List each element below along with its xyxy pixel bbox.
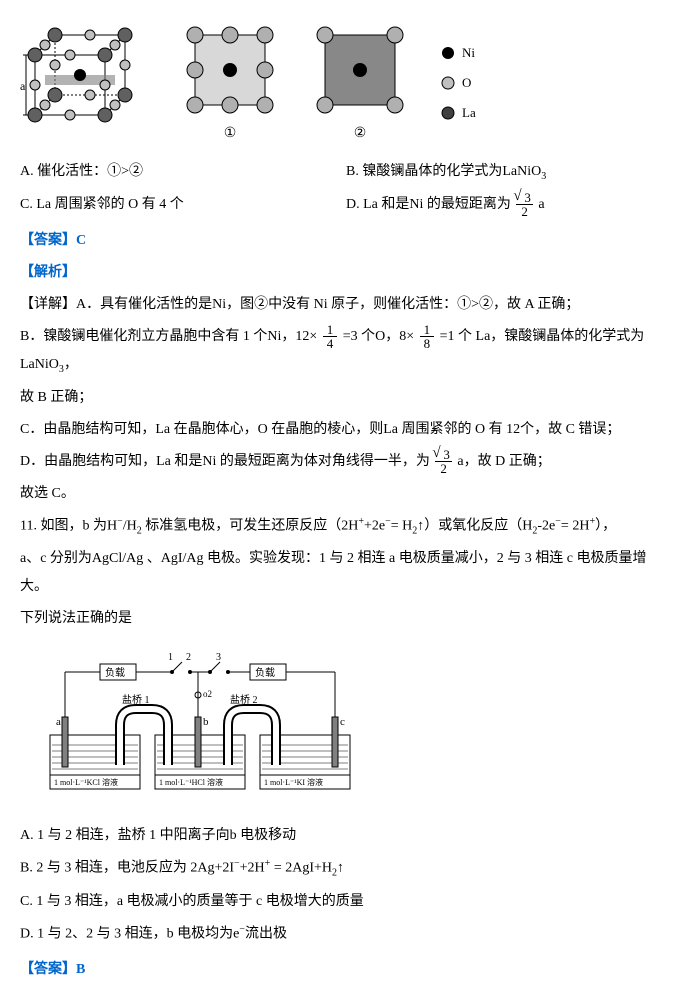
q11-line1: 11. 如图，b 为H−/H2 标准氢电极，可发生还原反应（2H++2e−= H… — [20, 512, 672, 541]
crystal-panel-2: ② — [310, 20, 410, 148]
detail-d: D．由晶胞结构可知，La 和是Ni 的最短距离为体对角线得一半，为 √32 a，… — [20, 448, 672, 476]
circuit-diagram: 1 mol·L⁻¹KCl 溶液 1 mol·L⁻¹HCl 溶液 1 mol·L⁻… — [40, 647, 360, 797]
analysis-label: 【解析】 — [20, 259, 672, 287]
option-d: D. La 和是Ni 的最短距离为 √32 a — [346, 191, 672, 219]
sol3-label: 1 mol·L⁻¹KI 溶液 — [264, 777, 323, 787]
detail-c: C．由晶胞结构可知，La 在晶胞体心，O 在晶胞的棱心，则La 周围紧邻的 O … — [20, 416, 672, 444]
legend-ni: Ni — [462, 40, 475, 66]
q11-answer-block: 【答案】B — [20, 956, 672, 984]
svg-text:负载: 负载 — [255, 666, 275, 679]
answer-block: 【答案】C — [20, 227, 672, 255]
svg-text:3: 3 — [216, 652, 221, 663]
crystal-3d-svg: a — [20, 20, 150, 140]
svg-text:o2: o2 — [203, 689, 212, 699]
svg-text:1: 1 — [168, 652, 173, 663]
q11-opt-d: D. 1 与 2、2 与 3 相连，b 电极均为e−流出极 — [20, 920, 672, 949]
crystal-3d: a — [20, 20, 150, 140]
options-row-2: C. La 周围紧邻的 O 有 4 个 D. La 和是Ni 的最短距离为 √3… — [20, 191, 672, 219]
detail-b-cont: 故 B 正确； — [20, 384, 672, 412]
svg-text:c: c — [340, 716, 345, 728]
crystal-panel-1-svg — [180, 20, 280, 120]
panel-2-label: ② — [354, 120, 367, 148]
q11-opt-b: B. 2 与 3 相连，电池反应为 2Ag+2I−+2H+ = 2AgI+H2↑ — [20, 854, 672, 883]
sol1-label: 1 mol·L⁻¹KCl 溶液 — [54, 777, 118, 787]
detail-final: 故选 C。 — [20, 480, 672, 508]
detail-b: B．镍酸镧电催化剂立方晶胞中含有 1 个Ni，12× 14 =3 个O，8× 1… — [20, 323, 672, 380]
options-row-1: A. 催化活性：①>② B. 镍酸镧晶体的化学式为LaNiO3 — [20, 158, 672, 187]
svg-text:b: b — [203, 716, 209, 728]
sol2-label: 1 mol·L⁻¹HCl 溶液 — [159, 777, 223, 787]
q11-line2: a、c 分别为AgCl/Ag 、AgI/Ag 电极。实验发现：1 与 2 相连 … — [20, 545, 672, 601]
svg-text:盐桥 1: 盐桥 1 — [122, 693, 150, 706]
q11-opt-a: A. 1 与 2 相连，盐桥 1 中阳离子向b 电极移动 — [20, 822, 672, 850]
svg-text:负载: 负载 — [105, 666, 125, 679]
crystal-diagrams: a — [20, 20, 672, 148]
crystal-panel-1: ① — [180, 20, 280, 148]
legend-o: O — [462, 70, 471, 96]
legend-la: La — [462, 100, 476, 126]
svg-text:a: a — [56, 716, 61, 728]
panel-1-label: ① — [224, 120, 237, 148]
crystal-legend: Ni O La — [440, 20, 476, 126]
q11-line3: 下列说法正确的是 — [20, 605, 672, 633]
option-a: A. 催化活性：①>② — [20, 158, 333, 187]
option-b: B. 镍酸镧晶体的化学式为LaNiO3 — [346, 158, 672, 187]
svg-text:2: 2 — [186, 652, 191, 663]
svg-text:a: a — [20, 79, 26, 93]
detail-a: 【详解】A．具有催化活性的是Ni，图②中没有 Ni 原子，则催化活性：①>②，故… — [20, 291, 672, 319]
option-c: C. La 周围紧邻的 O 有 4 个 — [20, 191, 333, 219]
crystal-panel-2-svg — [310, 20, 410, 120]
svg-text:盐桥 2: 盐桥 2 — [230, 693, 258, 706]
q11-opt-c: C. 1 与 3 相连，a 电极减小的质量等于 c 电极增大的质量 — [20, 888, 672, 916]
